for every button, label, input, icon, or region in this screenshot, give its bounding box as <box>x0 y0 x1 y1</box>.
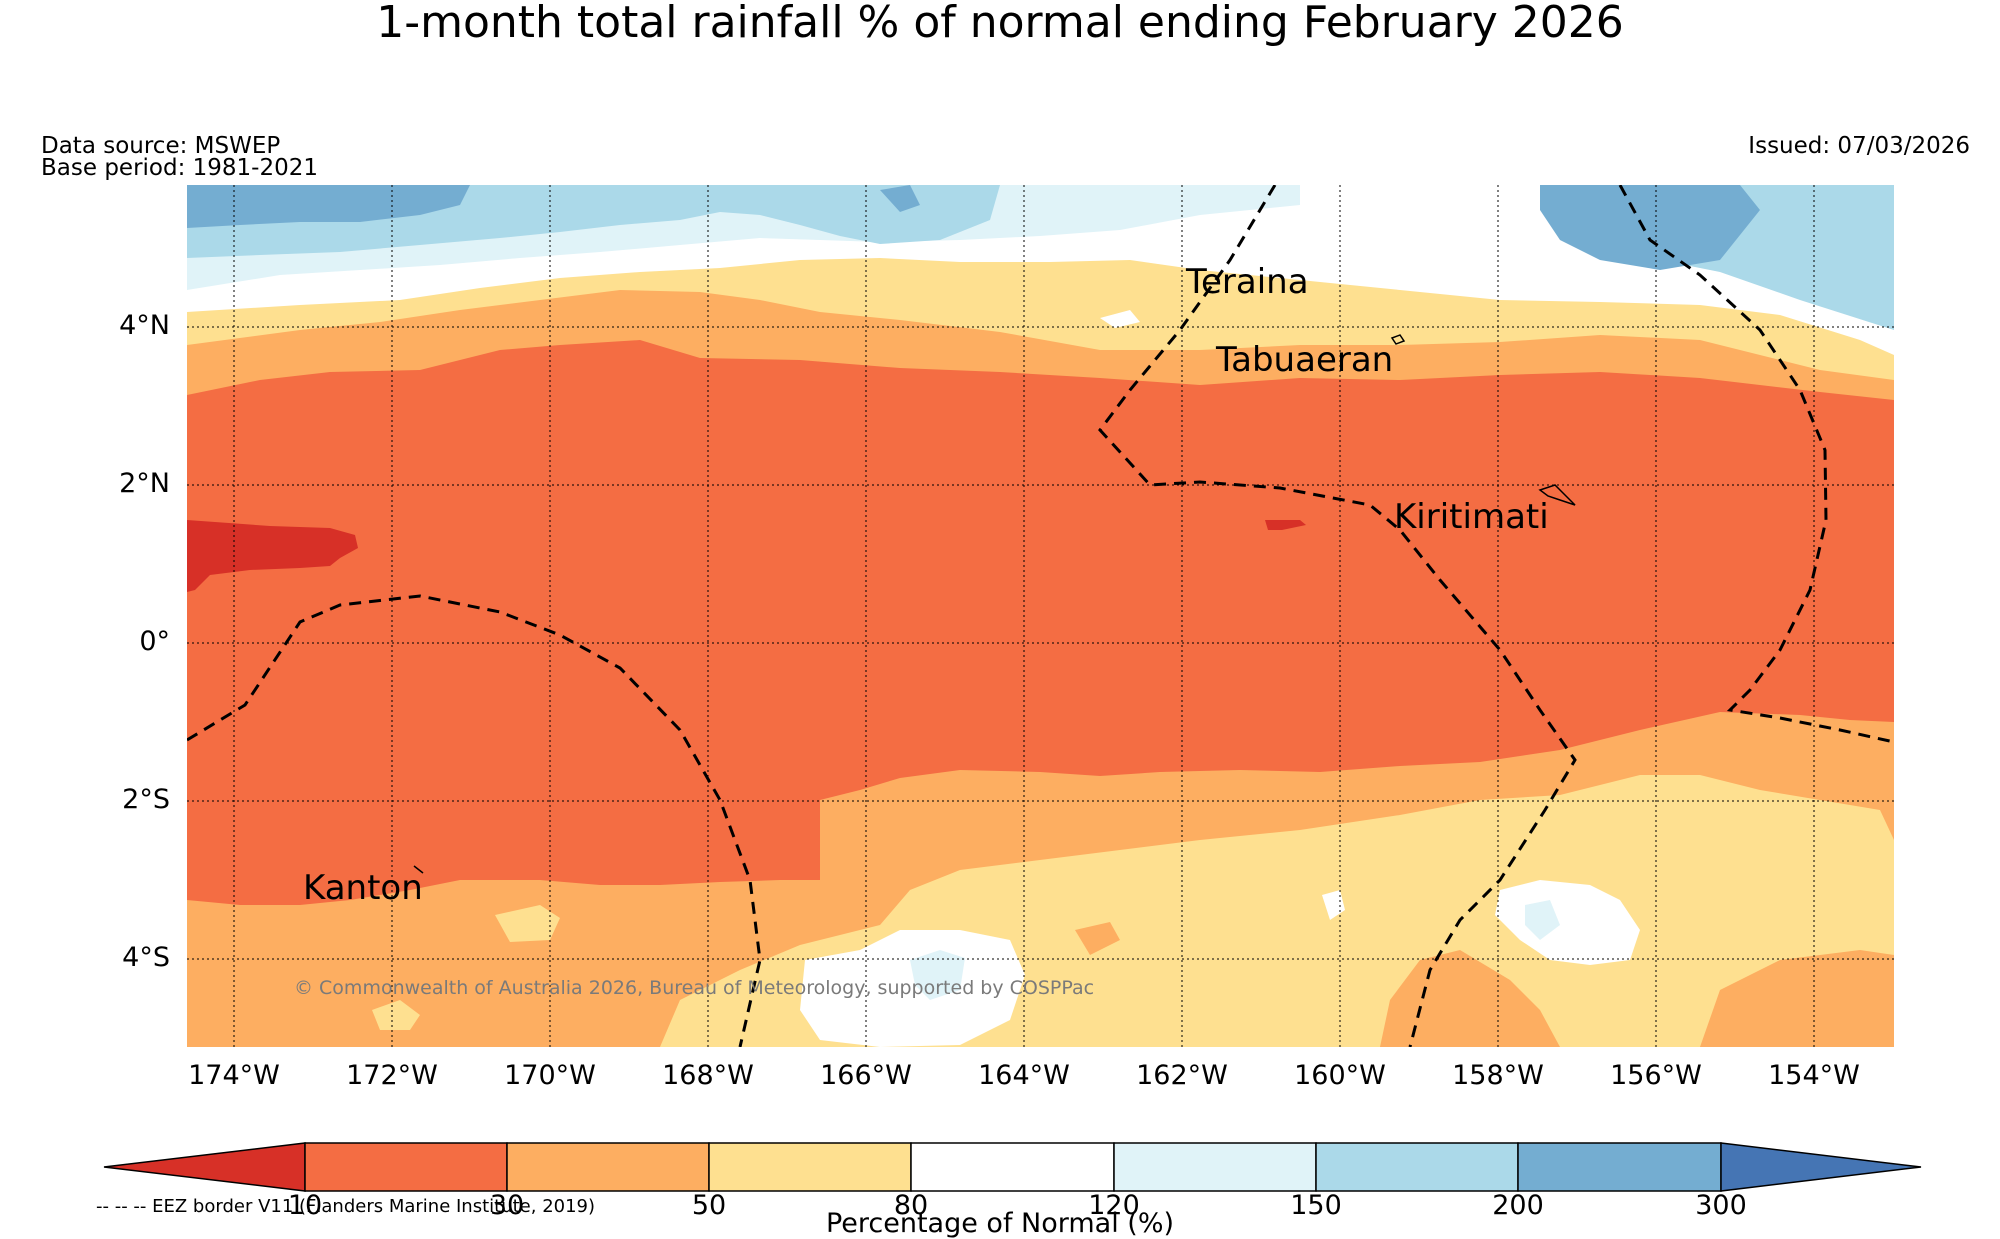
base-period-label: Base period: 1981-2021 <box>41 155 319 181</box>
colorbar-tick-120: 120 <box>1088 1190 1140 1221</box>
lon-label-162w: 162°W <box>1136 1060 1228 1091</box>
eez-border-phoenix <box>187 594 762 1047</box>
lon-label-158w: 158°W <box>1452 1060 1544 1091</box>
colorbar-tick-30: 30 <box>489 1190 525 1221</box>
issued-date-label: Issued: 07/03/2026 <box>1748 133 1970 159</box>
eez-border-line-islands-west <box>1098 185 1577 1047</box>
colorbar-120-150 <box>1113 1142 1317 1192</box>
field-lt10-kiritimati <box>1265 520 1306 530</box>
field-200-300-north <box>187 185 1760 270</box>
lat-label-4n: 4°N <box>119 310 170 341</box>
eez-borders <box>187 185 1894 1047</box>
tabuaeran-outline-icon <box>1390 334 1406 345</box>
map-gridlines <box>187 185 1894 1047</box>
colorbar-80-120 <box>910 1142 1115 1192</box>
lon-label-166w: 166°W <box>820 1060 912 1091</box>
kiritimati-outline-icon <box>1538 484 1576 506</box>
lat-label-0: 0° <box>139 626 170 657</box>
field-50-80-south <box>372 775 1894 1047</box>
field-150-200-north <box>187 185 1894 330</box>
data-source-label: Data source: MSWEP <box>41 133 281 159</box>
colorbar-tick-200: 200 <box>1492 1190 1544 1221</box>
eez-legend: -- -- -- EEZ border V11 (Flanders Marine… <box>96 1196 596 1217</box>
colorbar-tick-80: 80 <box>893 1190 929 1221</box>
colorbar-150-200 <box>1315 1142 1519 1192</box>
colorbar-tick-10: 10 <box>287 1190 323 1221</box>
lat-label-4s: 4°S <box>122 942 170 973</box>
lon-label-174w: 174°W <box>188 1060 280 1091</box>
colorbar-200-300 <box>1517 1142 1722 1192</box>
field-white-teraina <box>1100 310 1140 328</box>
colorbar-gt300 <box>1720 1142 1922 1192</box>
lon-label-156w: 156°W <box>1610 1060 1702 1091</box>
colorbar-lt10 <box>103 1142 306 1192</box>
colorbar-tick-50: 50 <box>691 1190 727 1221</box>
colorbar-10-30 <box>304 1142 508 1192</box>
lon-label-164w: 164°W <box>978 1060 1070 1091</box>
colorbar-tick-300: 300 <box>1695 1190 1747 1221</box>
lon-label-160w: 160°W <box>1294 1060 1386 1091</box>
island-outlines <box>413 334 1576 874</box>
place-tabuaeran: Tabuaeran <box>1216 340 1394 380</box>
field-30-50-south-patches <box>1075 922 1894 1047</box>
eez-border-line-islands-east <box>1618 185 1894 744</box>
lon-label-170w: 170°W <box>504 1060 596 1091</box>
copyright-notice: © Commonwealth of Australia 2026, Bureau… <box>294 977 1095 999</box>
colorbar-30-50 <box>506 1142 710 1192</box>
colorbar <box>103 1142 1922 1192</box>
place-kiritimati: Kiritimati <box>1394 497 1549 537</box>
lon-label-154w: 154°W <box>1768 1060 1860 1091</box>
lon-label-168w: 168°W <box>662 1060 754 1091</box>
place-kanton: Kanton <box>303 868 423 908</box>
chart-title: 1-month total rainfall % of normal endin… <box>376 0 1624 48</box>
field-lt10-west <box>187 520 358 592</box>
map-field <box>187 185 1894 1047</box>
colorbar-title: Percentage of Normal (%) <box>825 1208 1175 1239</box>
kanton-outline-icon <box>413 865 424 874</box>
field-80-120-south <box>800 880 1640 1047</box>
lat-label-2n: 2°N <box>119 468 170 499</box>
lat-label-2s: 2°S <box>122 784 170 815</box>
colorbar-50-80 <box>708 1142 912 1192</box>
colorbar-tick-150: 150 <box>1290 1190 1342 1221</box>
place-teraina: Teraina <box>1186 262 1309 302</box>
lon-label-172w: 172°W <box>346 1060 438 1091</box>
